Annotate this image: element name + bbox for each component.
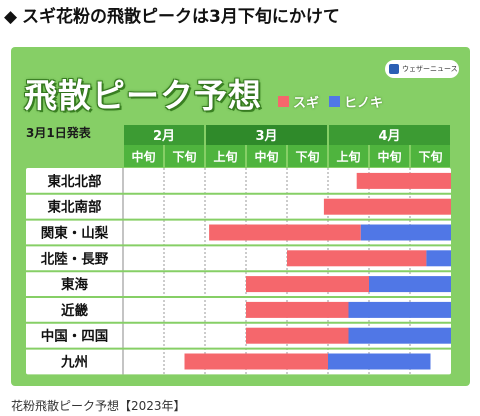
region-label: 関東・山梨 bbox=[41, 225, 109, 242]
month-label: 4月 bbox=[378, 129, 400, 144]
period-label: 下旬 bbox=[295, 149, 319, 164]
region-label: 東海 bbox=[61, 276, 88, 293]
legend-hinoki-swatch bbox=[329, 95, 340, 107]
period-label: 中旬 bbox=[131, 149, 155, 164]
hinoki-bar bbox=[369, 276, 451, 293]
month-header-cell bbox=[329, 125, 450, 145]
sugi-bar bbox=[323, 198, 451, 215]
weathernews-logo: ウェザーニュース bbox=[385, 60, 459, 78]
legend-sugi-label: スギ bbox=[293, 95, 320, 111]
hinoki-bar bbox=[426, 250, 451, 267]
sugi-bar bbox=[209, 224, 361, 241]
hinoki-bar bbox=[348, 327, 451, 344]
period-header-cell bbox=[165, 145, 204, 167]
sugi-bar bbox=[246, 301, 349, 318]
legend-hinoki-label: ヒノキ bbox=[344, 95, 384, 111]
period-header-cell bbox=[370, 145, 409, 167]
region-label: 九州 bbox=[60, 355, 88, 371]
region-label: 近畿 bbox=[61, 302, 88, 319]
chart-title: 飛散ピーク予想 bbox=[24, 76, 262, 115]
legend-sugi-swatch bbox=[278, 95, 289, 107]
region-label: 東北北部 bbox=[48, 173, 102, 190]
region-label: 東北南部 bbox=[48, 199, 102, 216]
period-label: 下旬 bbox=[418, 149, 442, 164]
hinoki-bar bbox=[328, 353, 431, 370]
month-header-cell bbox=[206, 125, 327, 145]
period-header-cell bbox=[288, 145, 327, 167]
period-header-cell bbox=[411, 145, 450, 167]
logo-text: ウェザーニュース bbox=[402, 65, 458, 73]
hinoki-bar bbox=[360, 224, 451, 241]
period-label: 上旬 bbox=[336, 149, 360, 164]
period-header-cell bbox=[329, 145, 368, 167]
hinoki-bar bbox=[348, 301, 451, 318]
period-label: 下旬 bbox=[172, 149, 196, 164]
sugi-bar bbox=[356, 172, 451, 189]
region-label: 北陸・長野 bbox=[41, 250, 109, 267]
month-label: 2月 bbox=[153, 129, 175, 144]
period-header-cell bbox=[247, 145, 286, 167]
period-label: 中旬 bbox=[377, 149, 401, 164]
sugi-bar bbox=[246, 276, 369, 293]
image-caption: 花粉飛散ピーク予想【2023年】 bbox=[11, 399, 186, 413]
headline-text: スギ花粉の飛散ピークは3月下旬にかけて bbox=[22, 7, 340, 27]
period-header-cell bbox=[124, 145, 163, 167]
weathernews-logo-icon bbox=[389, 64, 399, 74]
sugi-bar bbox=[287, 250, 427, 267]
sugi-bar bbox=[184, 353, 328, 370]
month-header-cell bbox=[124, 125, 204, 145]
sugi-bar bbox=[246, 327, 349, 344]
issued-date: 3月1日発表 bbox=[26, 126, 91, 140]
month-label: 3月 bbox=[255, 129, 277, 144]
region-label: 中国・四国 bbox=[41, 328, 109, 345]
diamond-bullet-icon: ◆ bbox=[4, 7, 18, 27]
period-label: 中旬 bbox=[254, 149, 278, 164]
period-label: 上旬 bbox=[213, 149, 237, 164]
legend-hinoki: ヒノキ bbox=[329, 93, 384, 111]
headline: ◆ スギ花粉の飛散ピークは3月下旬にかけて bbox=[4, 2, 476, 32]
period-header-cell bbox=[206, 145, 245, 167]
legend-sugi: スギ bbox=[278, 93, 320, 111]
